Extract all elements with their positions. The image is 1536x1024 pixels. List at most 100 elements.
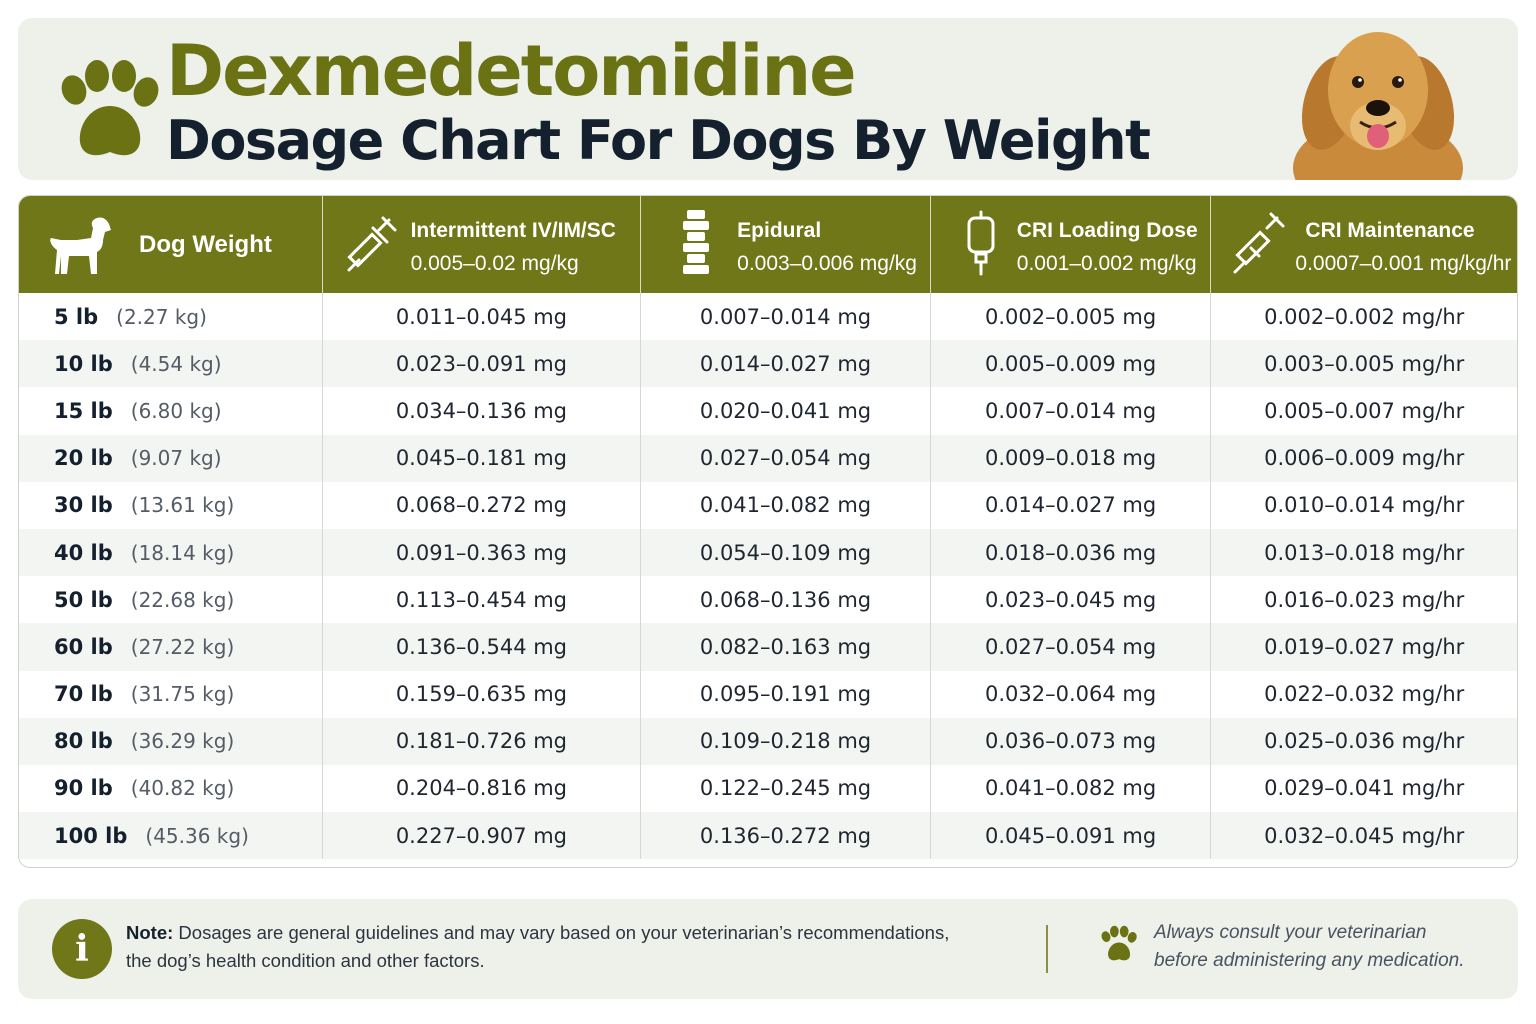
header-intermittent: Intermittent IV/IM/SC 0.005–0.02 mg/kg — [323, 196, 642, 293]
weight-lb: 60 lb — [54, 634, 113, 659]
column-subtitle: 0.001–0.002 mg/kg — [1016, 252, 1197, 275]
column-label: Intermittent IV/IM/SC — [410, 219, 616, 242]
cell-intermittent: 0.136–0.544 mg — [323, 623, 642, 671]
note-panel: i Note: Dosages are general guidelines a… — [18, 899, 1518, 999]
weight-lb: 90 lb — [54, 776, 113, 801]
cell-cri-loading: 0.027–0.054 mg — [931, 623, 1212, 671]
weight-lb: 80 lb — [54, 729, 113, 754]
cell-weight: 40 lb (18.14 kg) — [19, 528, 323, 577]
table-row: 20 lb (9.07 kg) 0.045–0.181 mg 0.027–0.054 … — [19, 434, 1517, 482]
cell-cri-loading: 0.041–0.082 mg — [931, 764, 1212, 813]
note-line-2: the dog’s health condition and other fac… — [126, 950, 485, 971]
cell-epidural: 0.109–0.218 mg — [641, 717, 931, 765]
cell-epidural: 0.027–0.054 mg — [641, 434, 931, 482]
note-label: Note: — [126, 922, 174, 943]
column-label: Epidural — [737, 219, 822, 242]
table-row: 5 lb (2.27 kg) 0.011–0.045 mg 0.007–0.014 m… — [19, 293, 1517, 341]
cell-cri-maintenance: 0.005–0.007 mg/hr — [1264, 398, 1465, 423]
table-body: 5 lb (2.27 kg) 0.011–0.045 mg 0.007–0.014 m… — [19, 293, 1517, 860]
table-row: 90 lb (40.82 kg) 0.204–0.816 mg 0.122–0.245… — [19, 764, 1517, 813]
table-row: 80 lb (36.29 kg) 0.181–0.726 mg 0.109–0.218… — [19, 717, 1517, 765]
consult-line-2: before administering any medication. — [1154, 950, 1465, 971]
spine-icon — [683, 210, 710, 274]
column-subtitle: 0.0007–0.001 mg/kg/hr — [1295, 252, 1512, 275]
golden-retriever-image — [1293, 32, 1463, 180]
cell-intermittent: 0.227–0.907 mg — [323, 812, 642, 860]
paw-icon — [61, 60, 159, 156]
table-row: 10 lb (4.54 kg) 0.023–0.091 mg 0.014–0.027 … — [19, 340, 1517, 388]
cell-intermittent: 0.091–0.363 mg — [323, 528, 642, 577]
weight-lb: 30 lb — [54, 493, 113, 518]
header-epidural: Epidural 0.003–0.006 mg/kg — [641, 196, 931, 293]
cell-cri-loading: 0.014–0.027 mg — [931, 481, 1212, 529]
cell-cri-maintenance: 0.019–0.027 mg/hr — [1264, 634, 1465, 659]
weight-kg: (9.07 kg) — [130, 446, 222, 471]
cell-cri-loading: 0.007–0.014 mg — [931, 387, 1212, 435]
cell-epidural: 0.014–0.027 mg — [641, 340, 931, 388]
cell-intermittent: 0.204–0.816 mg — [323, 764, 642, 813]
info-icon: i — [52, 919, 112, 979]
divider — [1046, 925, 1048, 973]
cell-epidural: 0.020–0.041 mg — [641, 387, 931, 435]
cell-epidural: 0.095–0.191 mg — [641, 670, 931, 718]
column-subtitle: 0.003–0.006 mg/kg — [737, 252, 917, 275]
cell-epidural: 0.122–0.245 mg — [641, 764, 931, 813]
cell-intermittent: 0.181–0.726 mg — [323, 717, 642, 765]
header-cri-loading: CRI Loading Dose 0.001–0.002 mg/kg — [931, 196, 1212, 293]
cell-cri-maintenance: 0.006–0.009 mg/hr — [1264, 446, 1465, 471]
cell-weight: 60 lb (27.22 kg) — [19, 623, 323, 671]
cell-cri-maintenance: 0.016–0.023 mg/hr — [1264, 587, 1465, 612]
cell-weight: 100 lb (45.36 kg) — [19, 812, 323, 860]
note-line-1: Dosages are general guidelines and may v… — [178, 922, 950, 943]
cell-intermittent: 0.023–0.091 mg — [323, 340, 642, 388]
consult-text: Always consult your veterinarian before … — [1154, 919, 1494, 975]
weight-kg: (13.61 kg) — [130, 493, 235, 518]
column-label: CRI Loading Dose — [1016, 219, 1198, 242]
column-label: Dog Weight — [139, 231, 272, 258]
cell-cri-loading: 0.045–0.091 mg — [931, 812, 1212, 860]
weight-lb: 70 lb — [54, 682, 113, 707]
syringe-pump-icon — [1233, 212, 1285, 274]
table-row: 40 lb (18.14 kg) 0.091–0.363 mg 0.054–0.109… — [19, 528, 1517, 577]
cell-cri-maintenance: 0.010–0.014 mg/hr — [1264, 493, 1465, 518]
cell-weight: 50 lb (22.68 kg) — [19, 576, 323, 624]
weight-kg: (27.22 kg) — [130, 634, 235, 659]
weight-lb: 5 lb — [54, 304, 99, 329]
weight-kg: (40.82 kg) — [130, 776, 235, 801]
cell-intermittent: 0.068–0.272 mg — [323, 481, 642, 529]
cell-cri-loading: 0.032–0.064 mg — [931, 670, 1212, 718]
cell-cri-loading: 0.036–0.073 mg — [931, 717, 1212, 765]
note-text: Note: Dosages are general guidelines and… — [126, 919, 1006, 975]
cell-weight: 80 lb (36.29 kg) — [19, 717, 323, 765]
table-header: Dog Weight Intermittent IV/IM/SC 0.005–0… — [19, 196, 1517, 293]
cell-cri-loading: 0.009–0.018 mg — [931, 434, 1212, 482]
column-subtitle: 0.005–0.02 mg/kg — [410, 252, 579, 275]
cell-intermittent: 0.045–0.181 mg — [323, 434, 642, 482]
cell-cri-maintenance: 0.025–0.036 mg/hr — [1264, 729, 1465, 754]
cell-cri-maintenance: 0.002–0.002 mg/hr — [1264, 304, 1465, 329]
weight-lb: 20 lb — [54, 446, 113, 471]
cell-cri-maintenance: 0.003–0.005 mg/hr — [1264, 351, 1465, 376]
header-banner: Dexmedetomidine Dosage Chart For Dogs By… — [18, 18, 1518, 180]
cell-cri-maintenance: 0.029–0.041 mg/hr — [1264, 776, 1465, 801]
cell-cri-loading: 0.005–0.009 mg — [931, 340, 1212, 388]
cell-intermittent: 0.159–0.635 mg — [323, 670, 642, 718]
paw-icon — [1101, 925, 1137, 961]
weight-lb: 40 lb — [54, 540, 113, 565]
cell-cri-maintenance: 0.013–0.018 mg/hr — [1264, 540, 1465, 565]
cell-weight: 20 lb (9.07 kg) — [19, 434, 323, 482]
cell-weight: 5 lb (2.27 kg) — [19, 293, 323, 341]
cell-cri-loading: 0.023–0.045 mg — [931, 576, 1212, 624]
cell-cri-maintenance: 0.022–0.032 mg/hr — [1264, 682, 1465, 707]
weight-kg: (31.75 kg) — [130, 682, 235, 707]
syringe-icon — [346, 216, 397, 272]
column-label: CRI Maintenance — [1305, 219, 1475, 242]
cell-weight: 15 lb (6.80 kg) — [19, 387, 323, 435]
dosage-table: Dog Weight Intermittent IV/IM/SC 0.005–0… — [18, 195, 1518, 868]
cell-weight: 10 lb (4.54 kg) — [19, 340, 323, 388]
header-dog-weight: Dog Weight — [19, 196, 323, 293]
consult-line-1: Always consult your veterinarian — [1154, 922, 1427, 943]
cell-cri-loading: 0.018–0.036 mg — [931, 528, 1212, 577]
table-row: 100 lb (45.36 kg) 0.227–0.907 mg 0.136–0.27… — [19, 812, 1517, 860]
cell-cri-loading: 0.002–0.005 mg — [931, 293, 1212, 341]
